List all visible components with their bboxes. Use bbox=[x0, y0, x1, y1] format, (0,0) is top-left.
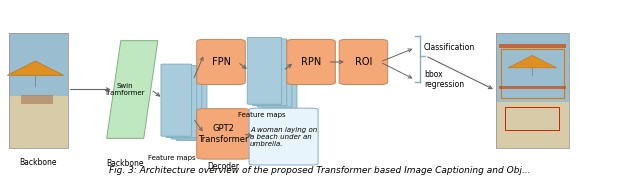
Text: Fig. 3: Architecture overview of the proposed Transformer based Image Captioning: Fig. 3: Architecture overview of the pro… bbox=[109, 166, 531, 175]
Text: GPT2
Transformer: GPT2 Transformer bbox=[198, 124, 249, 144]
Text: Backbone: Backbone bbox=[106, 159, 143, 168]
FancyBboxPatch shape bbox=[166, 66, 196, 138]
Bar bbox=[505, 107, 559, 130]
FancyBboxPatch shape bbox=[257, 40, 292, 107]
FancyBboxPatch shape bbox=[161, 64, 191, 136]
Bar bbox=[9, 96, 68, 148]
FancyBboxPatch shape bbox=[176, 68, 207, 141]
FancyBboxPatch shape bbox=[262, 42, 297, 108]
Bar bbox=[495, 33, 569, 148]
Text: ROI: ROI bbox=[355, 57, 372, 67]
Bar bbox=[495, 102, 569, 148]
FancyBboxPatch shape bbox=[287, 39, 335, 84]
Bar bbox=[499, 44, 566, 48]
FancyBboxPatch shape bbox=[172, 67, 202, 139]
Bar bbox=[499, 86, 566, 89]
Bar bbox=[9, 33, 68, 148]
Text: Backbone: Backbone bbox=[20, 158, 57, 167]
Polygon shape bbox=[107, 41, 158, 138]
Text: Feature maps: Feature maps bbox=[148, 155, 196, 161]
Text: RPN: RPN bbox=[301, 57, 321, 67]
Text: bbox
regression: bbox regression bbox=[424, 70, 464, 90]
Bar bbox=[500, 49, 564, 98]
FancyBboxPatch shape bbox=[196, 39, 245, 84]
FancyBboxPatch shape bbox=[196, 109, 250, 159]
FancyBboxPatch shape bbox=[339, 39, 388, 84]
Bar bbox=[495, 33, 569, 102]
Text: Classification: Classification bbox=[424, 43, 476, 52]
Text: A woman laying on
a beach under an
umbrella.: A woman laying on a beach under an umbre… bbox=[250, 127, 317, 147]
FancyBboxPatch shape bbox=[247, 37, 282, 104]
Bar bbox=[9, 33, 68, 96]
FancyBboxPatch shape bbox=[249, 108, 318, 165]
Text: Decoder: Decoder bbox=[207, 162, 239, 171]
Polygon shape bbox=[7, 61, 63, 75]
Polygon shape bbox=[508, 55, 557, 68]
Text: Feature maps: Feature maps bbox=[238, 112, 285, 118]
Text: Swin
Tramformer: Swin Tramformer bbox=[104, 83, 145, 96]
Bar bbox=[20, 95, 53, 104]
FancyBboxPatch shape bbox=[252, 39, 287, 106]
Text: FPN: FPN bbox=[211, 57, 230, 67]
